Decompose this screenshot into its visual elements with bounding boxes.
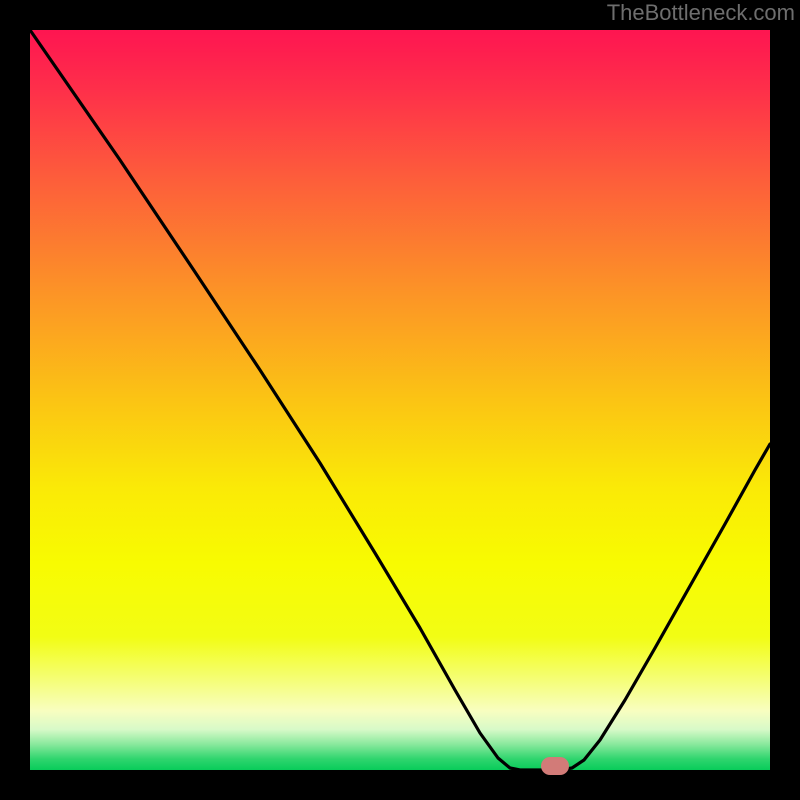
stage: TheBottleneck.com (0, 0, 800, 800)
gradient-field (30, 30, 770, 770)
chart-svg (30, 30, 770, 770)
bottleneck-curve (30, 30, 770, 770)
watermark-text: TheBottleneck.com (607, 0, 795, 26)
optimal-marker (541, 757, 569, 775)
